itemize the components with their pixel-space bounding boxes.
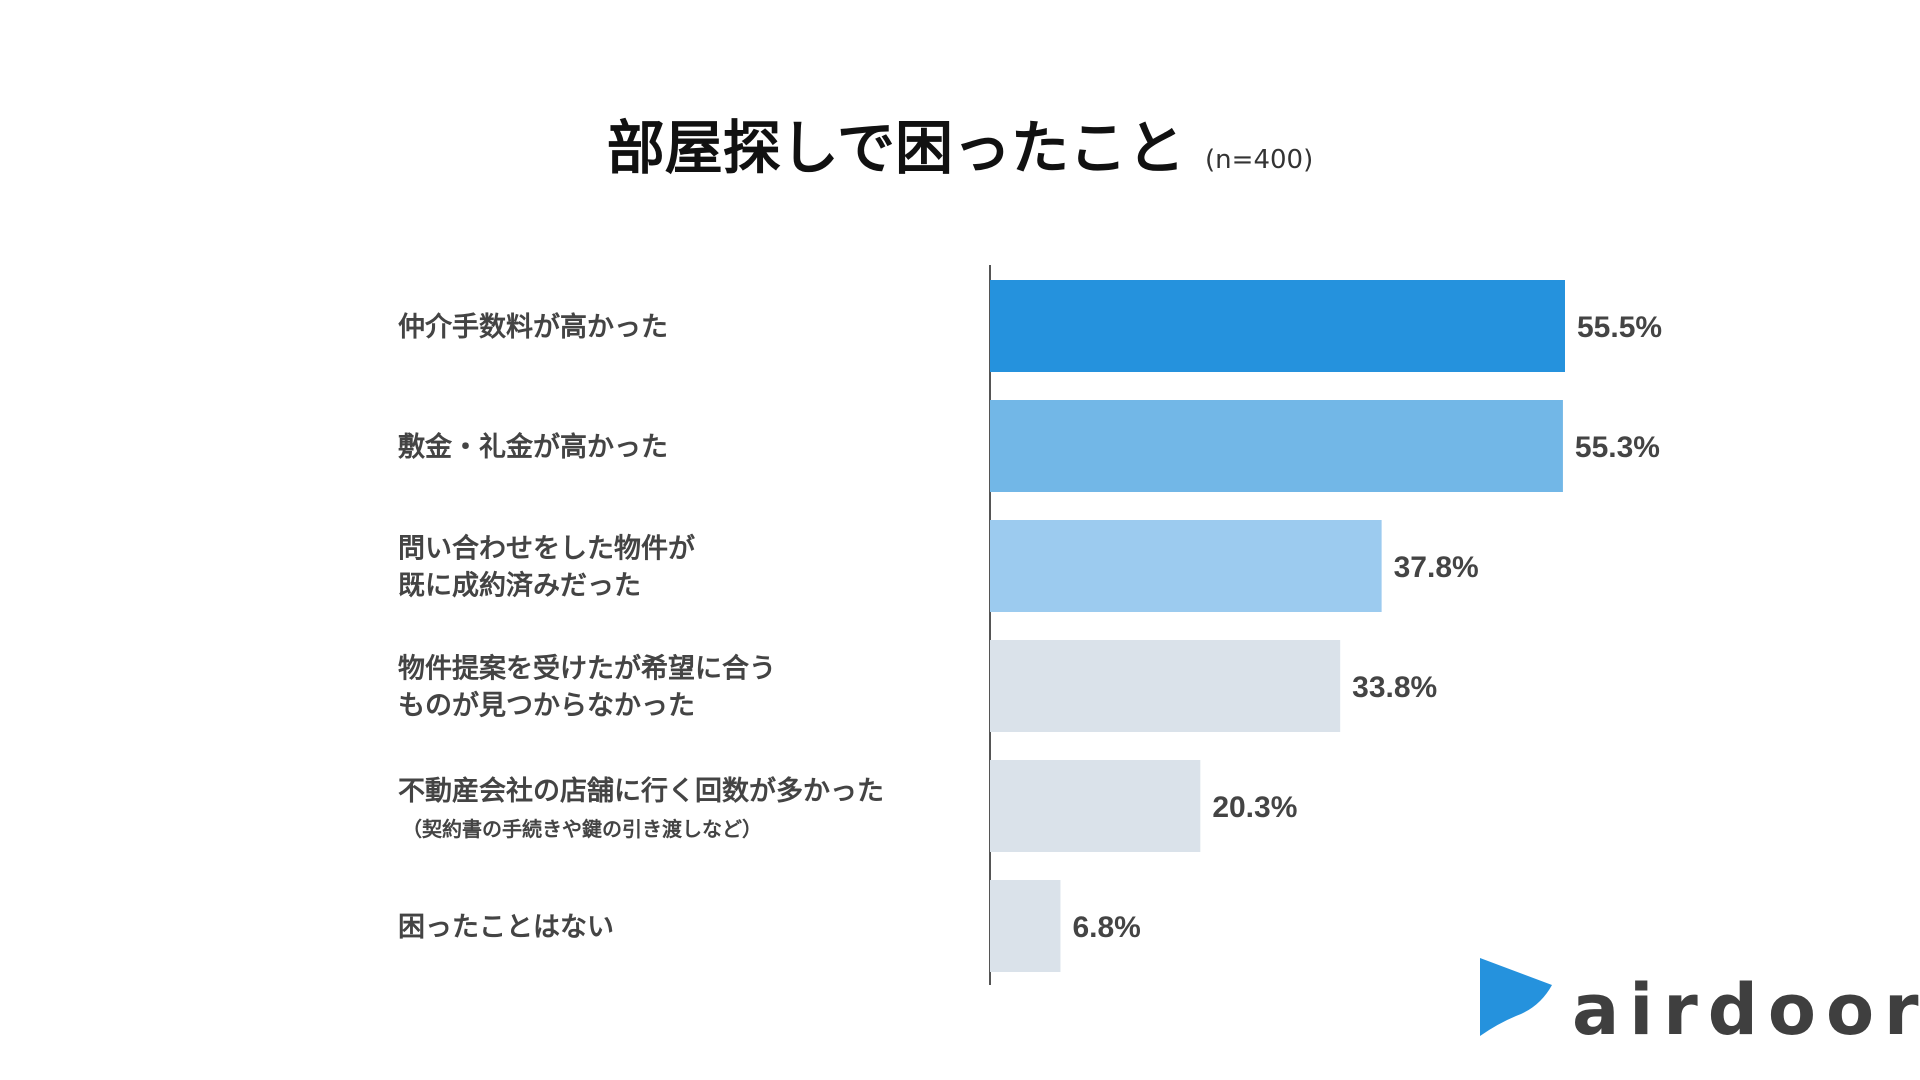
brand-name: airdoor <box>1572 969 1920 1051</box>
bar-2 <box>990 400 1563 492</box>
bar-6 <box>990 880 1061 972</box>
bar-3 <box>990 520 1382 612</box>
bar-4 <box>990 640 1341 732</box>
bar-1 <box>990 280 1565 372</box>
category-label-3-line-1: 問い合わせをした物件が <box>398 533 695 565</box>
category-label-4-line-2: ものが見つからなかった <box>398 690 695 722</box>
chart-subtitle: (n=400) <box>1205 145 1313 175</box>
value-label-3: 37.8% <box>1394 551 1479 584</box>
category-label-3-line-2: 既に成約済みだった <box>398 570 641 602</box>
brand-flag-icon <box>1480 958 1552 1036</box>
category-sublabel-5: （契約書の手続きや鍵の引き渡しなど） <box>402 817 762 841</box>
category-label-4-line-1: 物件提案を受けたが希望に合う <box>398 653 776 685</box>
bar-5 <box>990 760 1201 852</box>
value-label-5: 20.3% <box>1212 791 1297 824</box>
value-label-1: 55.5% <box>1577 311 1662 344</box>
value-label-6: 6.8% <box>1072 911 1140 944</box>
category-label-6-line-1: 困ったことはない <box>398 912 614 943</box>
brand-logo: airdoor <box>1480 958 1920 1051</box>
category-label-2-line-1: 敷金・礼金が高かった <box>398 431 668 463</box>
category-label-1-line-1: 仲介手数料が高かった <box>398 311 668 343</box>
chart-header: 部屋探しで困ったこと (n=400) <box>607 114 1313 182</box>
bars-group: 55.5% 仲介手数料が高かった 55.3% 敷金・礼金が高かった 37.8% 問い合わせ… <box>398 280 1662 972</box>
value-label-2: 55.3% <box>1575 431 1660 464</box>
category-label-5-line-1: 不動産会社の店舗に行く回数が多かった <box>398 775 884 807</box>
value-label-4: 33.8% <box>1352 671 1437 704</box>
chart-title: 部屋探しで困ったこと <box>607 114 1185 182</box>
